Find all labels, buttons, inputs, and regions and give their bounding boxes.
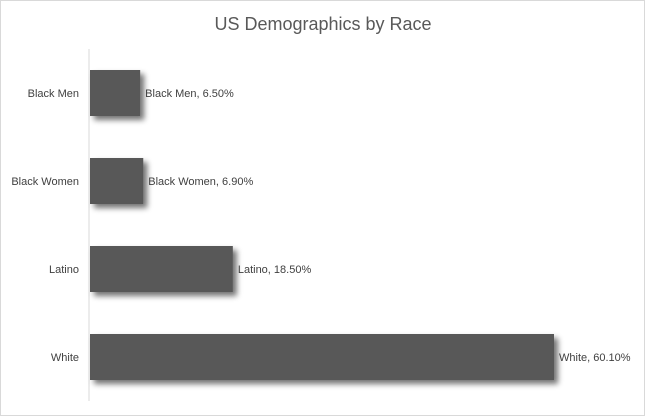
chart-title: US Demographics by Race	[214, 14, 431, 34]
bar-white	[90, 334, 554, 380]
data-label: Black Women, 6.90%	[148, 176, 253, 188]
data-label: Latino, 18.50%	[238, 264, 312, 276]
data-label: White, 60.10%	[559, 352, 631, 364]
data-label: Black Men, 6.50%	[145, 88, 234, 100]
bar-black-men	[90, 70, 141, 116]
category-label: Black Men	[28, 88, 79, 100]
bar-black-women	[90, 158, 144, 204]
category-label: White	[51, 352, 79, 364]
category-label: Latino	[49, 264, 79, 276]
category-label: Black Women	[11, 176, 79, 188]
bar-latino	[90, 246, 233, 292]
